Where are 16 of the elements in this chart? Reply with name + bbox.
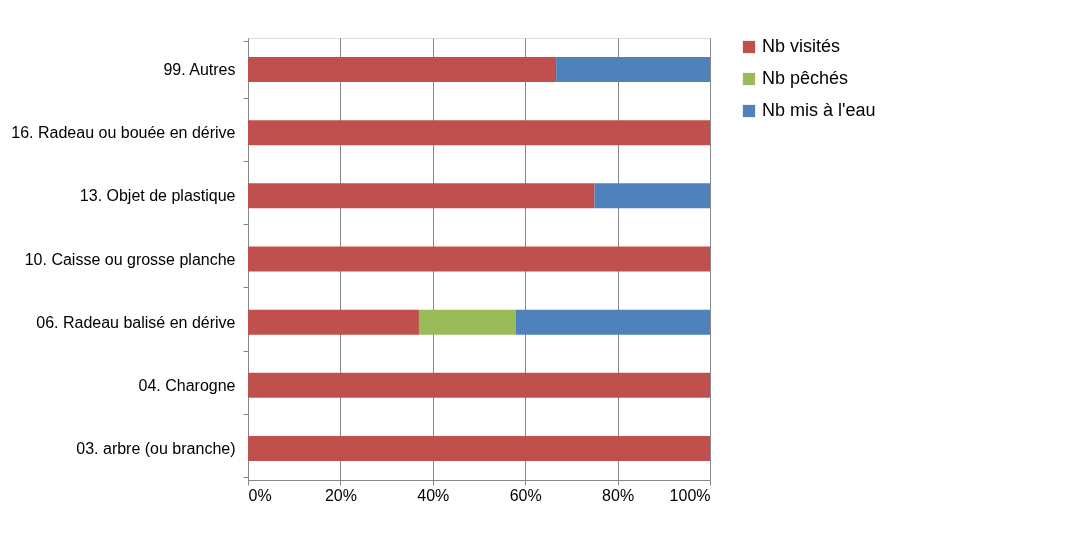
- y-tick-label: 16. Radeau ou bouée en dérive: [11, 124, 236, 142]
- x-tick-label: 40%: [417, 486, 450, 504]
- legend-label: Nb pêchés: [762, 68, 849, 88]
- legend-label: Nb mis à l'eau: [762, 100, 876, 120]
- legend-label: Nb visités: [762, 36, 841, 56]
- x-tick-label: 80%: [602, 486, 635, 504]
- y-tick-label: 04. Charogne: [138, 376, 236, 394]
- x-tick-label: 0%: [248, 486, 272, 504]
- x-tick-label: 20%: [324, 486, 357, 504]
- x-tick-label: 60%: [509, 486, 542, 504]
- y-tick-label: 06. Radeau balisé en dérive: [36, 313, 236, 331]
- x-tick-label: 100%: [669, 486, 711, 504]
- y-tick-label: 13. Objet de plastique: [79, 187, 236, 205]
- y-tick-label: 99. Autres: [163, 61, 236, 79]
- y-tick-label: 03. arbre (ou branche): [76, 439, 236, 457]
- y-tick-label: 10. Caisse ou grosse planche: [24, 250, 236, 268]
